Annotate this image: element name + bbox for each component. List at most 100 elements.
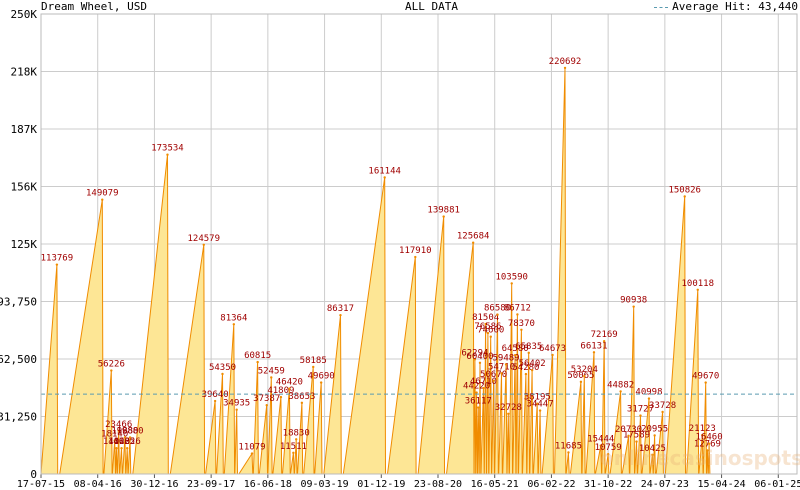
hit-value-label: 37387 — [253, 394, 280, 404]
hit-value-label: 139881 — [427, 206, 460, 216]
hit-value-label: 38653 — [288, 392, 315, 402]
hit-value-label: 15444 — [587, 435, 614, 445]
hit-value-label: 78370 — [508, 319, 535, 329]
hit-value-label: 50065 — [567, 371, 594, 381]
hit-peak-point — [516, 313, 519, 316]
hit-value-label: 58185 — [300, 356, 327, 366]
hit-peak-point — [383, 176, 386, 179]
hit-value-label: 117910 — [399, 246, 432, 256]
x-tick-label: 23-09-17 — [187, 479, 235, 490]
hit-peak-point — [579, 380, 583, 384]
hit-peak-point — [632, 305, 635, 308]
hit-value-label: 14026 — [114, 437, 141, 447]
hit-peak-point — [704, 381, 707, 384]
x-tick-label: 23-08-20 — [414, 479, 462, 490]
chart-title: Dream Wheel, USD — [41, 0, 147, 13]
hit-peak-point — [292, 451, 295, 455]
hit-peak-point — [707, 442, 711, 445]
hit-value-label: 12769 — [694, 440, 721, 450]
hit-peak-point — [312, 365, 315, 369]
hit-peak-point — [583, 374, 586, 378]
hit-value-label: 11685 — [555, 441, 582, 451]
hit-value-label: 14028 — [103, 437, 130, 447]
hit-value-label: 11079 — [238, 443, 265, 453]
hit-peak-point — [475, 391, 478, 394]
hit-value-label: 11511 — [280, 442, 307, 452]
x-tick-label: 06-02-22 — [527, 479, 575, 490]
hit-value-label: 76586 — [474, 322, 501, 332]
hit-value-label: 56402 — [519, 359, 546, 369]
hit-value-label: 32728 — [495, 403, 522, 413]
hit-value-label: 44220 — [463, 382, 490, 392]
hit-peak-point — [101, 198, 104, 201]
hit-peak-point — [110, 369, 113, 372]
hit-peak-point — [536, 402, 539, 405]
hit-peak-point — [478, 361, 482, 365]
x-tick-label: 31-10-22 — [584, 479, 632, 490]
y-tick-label: 93,750 — [0, 296, 37, 309]
average-legend-label: Average Hit: 43,440 — [672, 0, 798, 13]
hit-value-label: 125684 — [457, 232, 490, 242]
hit-peak-point — [527, 351, 530, 355]
hit-value-label: 52459 — [258, 366, 285, 376]
hit-value-label: 103590 — [495, 272, 528, 282]
hit-peak-point — [563, 66, 567, 70]
hit-peak-point — [319, 381, 323, 384]
hit-peak-point — [489, 335, 492, 338]
hit-value-label: 81504 — [472, 313, 499, 323]
hit-value-label: 16460 — [696, 433, 723, 443]
plot-border — [40, 13, 798, 475]
hit-peak-point — [651, 453, 654, 457]
hit-peak-point — [213, 399, 217, 403]
hit-peak-point — [126, 446, 129, 450]
hit-value-label: 20730 — [615, 425, 642, 435]
hit-value-label: 86580 — [484, 304, 511, 314]
hit-value-label: 62294 — [461, 348, 488, 358]
y-tick-label: 125K — [11, 238, 38, 251]
hit-value-label: 17589 — [623, 431, 650, 441]
x-tick-label: 16-05-21 — [471, 479, 519, 490]
x-tick-label: 16-06-18 — [244, 479, 292, 490]
y-tick-label: 156K — [11, 181, 38, 194]
hit-value-label: 38195 — [524, 393, 551, 403]
hit-peak-point — [270, 376, 273, 379]
hit-value-label: 64580 — [502, 344, 529, 354]
hit-value-label: 86317 — [327, 304, 354, 314]
hit-peak-point — [55, 263, 59, 266]
hit-value-label: 46420 — [276, 378, 303, 388]
hit-value-label: 161144 — [368, 166, 401, 176]
hit-value-label: 74600 — [477, 326, 504, 336]
y-tick-label: 31,250 — [0, 411, 37, 424]
hit-peak-point — [113, 439, 116, 442]
hit-value-label: 46710 — [470, 377, 497, 387]
hit-peak-point — [279, 395, 283, 399]
hit-peak-point — [235, 408, 238, 411]
x-tick-label: 24-07-23 — [641, 479, 689, 490]
hit-peak-point — [484, 322, 487, 326]
x-tick-label: 01-12-19 — [357, 479, 405, 490]
chart-subtitle: ALL DATA — [405, 0, 458, 13]
hit-value-label: 66131 — [580, 341, 607, 351]
hit-value-label: 21123 — [689, 424, 716, 434]
hit-value-label: 90938 — [620, 296, 647, 306]
hit-peak-point — [504, 363, 508, 366]
hit-value-label: 23466 — [105, 420, 132, 430]
hit-value-label: 54280 — [512, 363, 539, 373]
hit-peak-point — [123, 436, 127, 439]
hit-peak-point — [567, 451, 570, 454]
hit-value-label: 150826 — [668, 185, 701, 195]
hit-peak-point — [477, 406, 480, 409]
hit-peak-point — [492, 379, 495, 382]
hit-peak-point — [683, 195, 686, 198]
hit-peak-point — [486, 331, 490, 335]
hit-peak-point — [524, 372, 528, 376]
hit-value-label: 64673 — [539, 344, 566, 354]
hit-value-label: 56226 — [98, 360, 125, 370]
hit-peak-point — [128, 436, 132, 439]
hit-value-label: 100118 — [681, 279, 714, 289]
average-line-swatch — [654, 6, 669, 8]
hit-peak-point — [653, 434, 656, 437]
average-legend: Average Hit: 43,440 — [654, 0, 798, 13]
hit-peak-point — [265, 404, 268, 407]
